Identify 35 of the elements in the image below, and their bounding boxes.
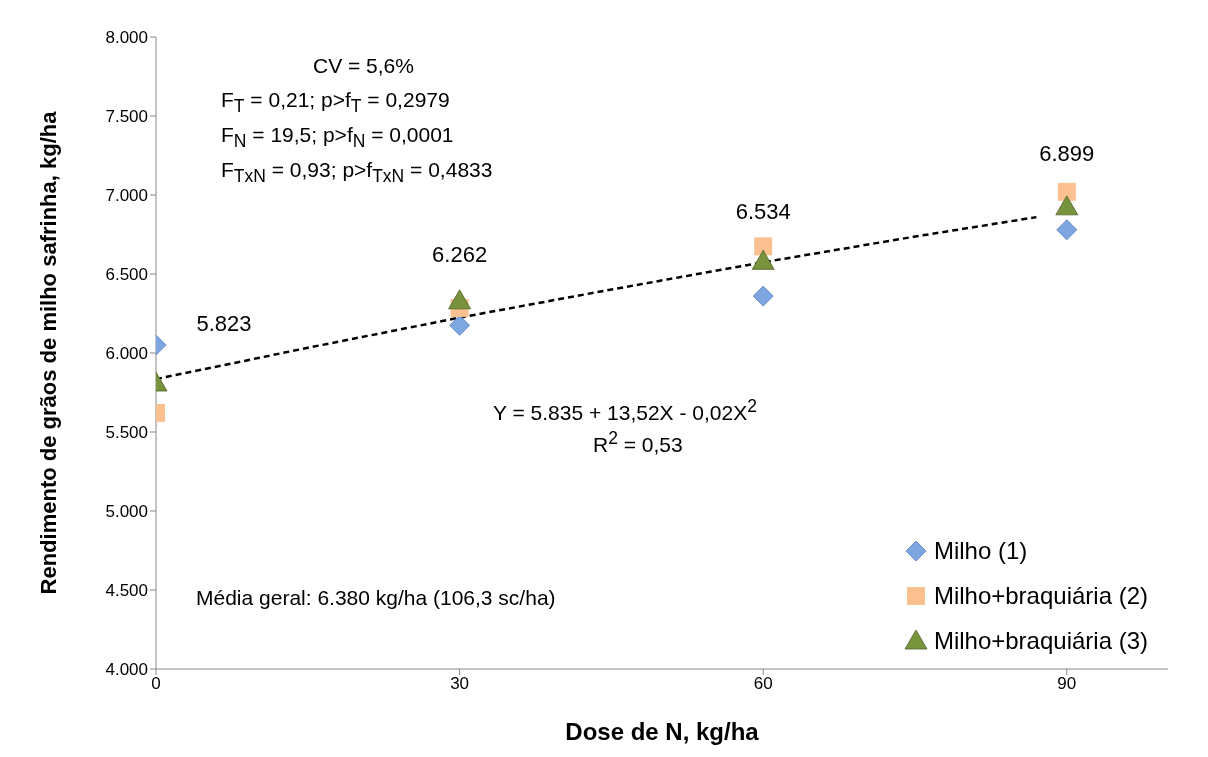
y-tick-label: 6.000 xyxy=(105,344,148,364)
point xyxy=(1057,182,1076,201)
x-tick-label: 60 xyxy=(753,674,773,694)
annotation: CV = 5,6% xyxy=(313,54,414,78)
y-tick-label: 7.000 xyxy=(105,186,148,206)
point xyxy=(1055,195,1079,216)
annotation: F$_{N}$ = 19,5; p>f$_{N}$ = 0,0001 xyxy=(221,123,454,153)
x-tick-label: 90 xyxy=(1057,674,1077,694)
y-axis-title: Rendimento de grãos de milho safrinha, kg/ha xyxy=(35,110,61,595)
legend-label: Milho (1) xyxy=(933,536,1028,565)
x-tick-label: 30 xyxy=(450,674,470,694)
point xyxy=(754,237,773,256)
x-axis-title: Dose de N, kg/ha xyxy=(565,718,760,745)
x-tick-label: 0 xyxy=(151,674,161,694)
annotation: F$_{TxN}$ = 0,93; p>f$_{TxN}$ = 0,4833 xyxy=(221,158,493,188)
annotation: 6.262 xyxy=(432,241,488,267)
legend-label: Milho+braquiária (3) xyxy=(933,626,1148,655)
annotation: 6.534 xyxy=(735,198,791,224)
y-tick-label: 5.500 xyxy=(105,423,148,443)
y-tick-label: 8.000 xyxy=(105,28,148,48)
annotation: Média geral: 6.380 kg/ha (106,3 sc/ha) xyxy=(196,586,556,610)
y-tick-label: 5.000 xyxy=(105,502,148,522)
annotation: F$_{T}$ = 0,21; p>f$_{T}$ = 0,2979 xyxy=(221,88,450,118)
y-tick-label: 4.500 xyxy=(105,581,148,601)
annotation: 5.823 xyxy=(196,310,252,336)
legend-label: Milho+braquiária (2) xyxy=(933,581,1148,610)
point xyxy=(751,249,775,270)
y-tick-label: 7.500 xyxy=(105,107,148,127)
point xyxy=(752,285,774,307)
annotation: 6.899 xyxy=(1039,140,1095,166)
annotation: Y = 5.835 + 13,52X - 0,02X$^{2}$ xyxy=(493,396,757,425)
y-tick-label: 4.000 xyxy=(105,660,148,680)
point xyxy=(1056,219,1078,241)
annotation: R$^{2}$ = 0,53 xyxy=(593,428,683,457)
y-tick-label: 6.500 xyxy=(105,265,148,285)
